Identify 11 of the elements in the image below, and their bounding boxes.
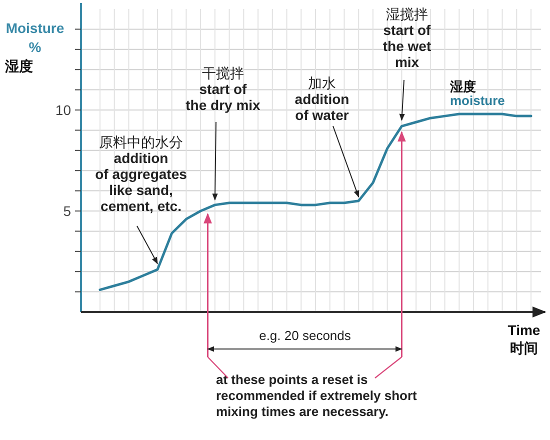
x-axis-title: Time 时间 — [508, 322, 540, 356]
annotation: 加水 addition of water — [294, 75, 350, 123]
annotation: 湿搅拌 start of the wet mix — [382, 6, 432, 70]
series-label: 湿度 moisture — [449, 79, 505, 108]
y-axis-title: Moisture % 湿度 — [4, 20, 64, 74]
annotation: at these points a reset is recommended if extremely short mixing times are necessary. — [216, 372, 417, 419]
annotation: 原料中的水分 addition of aggregates like sand, cement, etc. — [95, 134, 187, 214]
annotation: e.g. 20 seconds — [259, 328, 351, 343]
annotation: 干搅拌 start of the dry mix — [186, 65, 260, 113]
y-tick-label: 5 — [63, 203, 72, 219]
y-tick-label: 10 — [55, 102, 72, 118]
